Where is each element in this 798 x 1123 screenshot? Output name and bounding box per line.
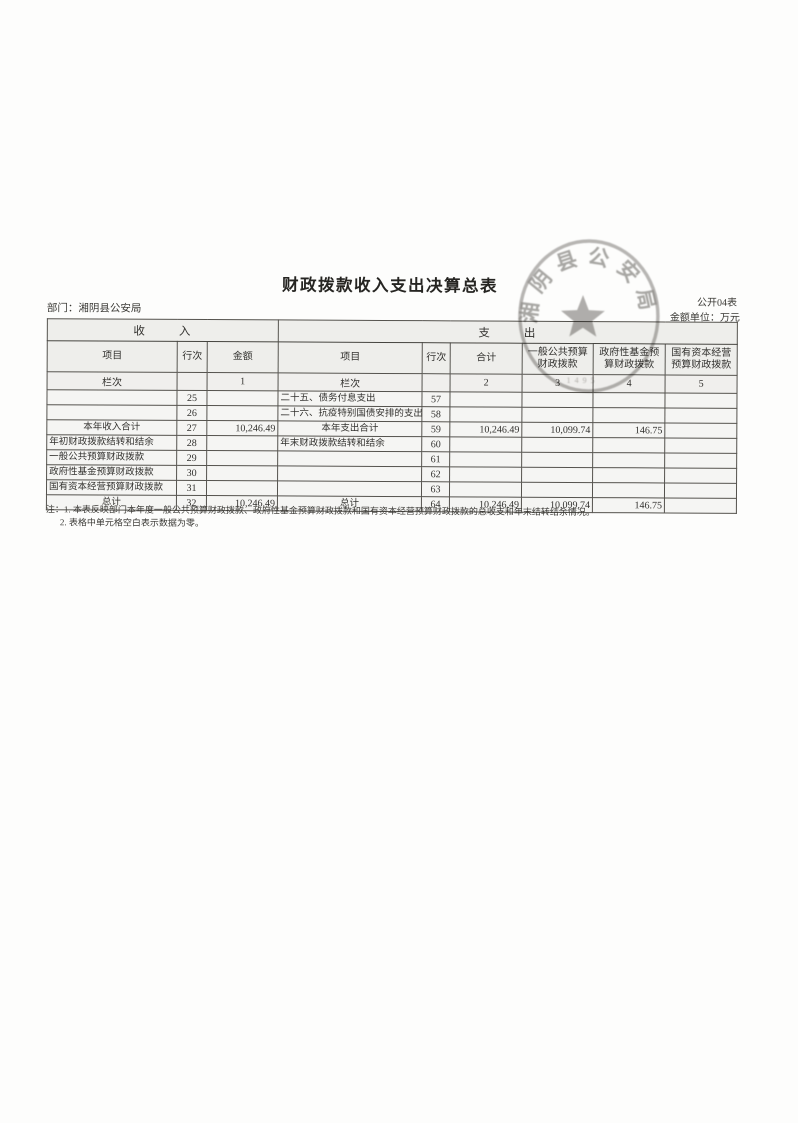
- item-cell: [46, 404, 177, 421]
- line-number-cell: 30: [176, 465, 207, 481]
- line-number-cell: 28: [176, 435, 207, 451]
- lanci-cell: 栏次: [278, 372, 423, 392]
- note-line: 2. 表格中单元格空白表示数据为零。: [59, 517, 204, 529]
- amount-cell: [449, 451, 522, 468]
- item-cell: 年末财政拨款结转和结余: [277, 435, 422, 452]
- page-title: 财政拨款收入支出决算总表: [282, 275, 499, 296]
- line-number-cell: 27: [176, 420, 207, 436]
- lanci-cell: 3: [522, 374, 594, 393]
- table-code-label: 公开04表: [696, 297, 738, 309]
- item-cell: 本年收入合计: [46, 419, 177, 436]
- amount-cell: [206, 450, 278, 466]
- amount-cell: [592, 482, 665, 498]
- lanci-cell: 1: [207, 372, 279, 391]
- amount-cell: [592, 452, 665, 468]
- lanci-cell: 栏次: [47, 371, 178, 391]
- amount-cell: [449, 466, 522, 483]
- amount-cell: [664, 482, 737, 499]
- amount-cell: [592, 467, 665, 483]
- amount-cell: 10,246.49: [206, 420, 278, 436]
- amount-cell: [592, 407, 665, 423]
- line-number-cell: 62: [421, 466, 450, 482]
- lanci-cell: [177, 372, 208, 391]
- amount-cell: [449, 481, 522, 498]
- line-number-cell: 61: [421, 451, 450, 467]
- col-header-state-capital: 国有资本经营 预算财政拨款: [665, 343, 738, 376]
- amount-cell: 146.75: [592, 422, 665, 438]
- item-cell: 国有资本经营预算财政拨款: [46, 479, 177, 496]
- amount-cell: [206, 390, 279, 406]
- item-cell: 二十六、抗疫特别国债安排的支出: [277, 405, 422, 422]
- amount-cell: [664, 467, 737, 484]
- item-cell: 政府性基金预算财政拨款: [46, 464, 177, 481]
- amount-cell: [449, 436, 522, 453]
- department-label: 部门：湘阴县公安局: [46, 303, 142, 315]
- amount-cell: [664, 392, 738, 409]
- item-cell: 一般公共预算财政拨款: [46, 449, 177, 466]
- item-cell: 年初财政拨款结转和结余: [46, 434, 177, 451]
- lanci-cell: 4: [593, 374, 666, 393]
- col-header-total: 合计: [450, 342, 523, 375]
- footnotes: 注：1. 本表反映部门本年度一般公共预算财政拨款、政府性基金预算财政拨款和国有资…: [46, 503, 746, 533]
- item-cell: [277, 465, 422, 482]
- lanci-cell: 5: [665, 374, 738, 394]
- amount-cell: [521, 482, 593, 498]
- amount-cell: [664, 452, 737, 469]
- amount-cell: 10,246.49: [449, 421, 522, 438]
- amount-cell: [206, 435, 278, 451]
- amount-cell: [206, 465, 278, 481]
- amount-cell: [592, 437, 665, 453]
- amount-cell: 10,099.74: [521, 422, 593, 438]
- amount-cell: [521, 437, 593, 453]
- amount-cell: [664, 407, 738, 424]
- lanci-cell: 2: [450, 373, 523, 393]
- amount-cell: [592, 392, 666, 408]
- amount-cell: [206, 405, 278, 421]
- amount-cell: [449, 391, 523, 408]
- item-cell: [277, 450, 422, 467]
- line-number-cell: 31: [176, 480, 207, 496]
- col-header-income-lineno: 行次: [177, 341, 208, 373]
- amount-cell: [449, 406, 522, 423]
- expense-section-header: 支出: [278, 319, 738, 345]
- item-cell: 二十五、债务付息支出: [277, 390, 423, 407]
- line-number-cell: 57: [421, 391, 451, 407]
- item-cell: [277, 480, 422, 497]
- lanci-cell: [422, 373, 451, 392]
- column-header-row: 项目 行次 金额 项目 行次 合计 一般公共预算 财政拨款 政府性基金预 算财政…: [47, 340, 738, 376]
- amount-cell: [521, 392, 594, 408]
- col-header-income-item: 项目: [47, 340, 178, 373]
- table-body: 25 二十五、债务付息支出 57 26 二十六、抗疫特别国债安排的支出 58 本年收入合计 2…: [46, 389, 738, 514]
- amount-cell: [206, 480, 278, 496]
- col-header-expense-item: 项目: [278, 341, 423, 374]
- col-header-income-amount: 金额: [207, 341, 279, 373]
- item-cell: 本年支出合计: [277, 420, 422, 437]
- line-number-cell: 29: [176, 450, 207, 466]
- amount-cell: [664, 422, 737, 439]
- line-number-cell: 59: [421, 421, 450, 437]
- income-section-header: 收入: [47, 318, 279, 342]
- line-number-cell: 58: [421, 406, 450, 422]
- line-number-cell: 60: [421, 436, 450, 452]
- item-cell: [46, 389, 178, 406]
- amount-cell: [521, 407, 593, 423]
- line-number-cell: 25: [176, 390, 208, 406]
- col-header-gov-fund: 政府性基金预 算财政拨款: [593, 343, 666, 375]
- line-number-cell: 26: [176, 405, 207, 421]
- col-header-expense-lineno: 行次: [422, 342, 451, 374]
- fiscal-summary-table: 收入 支出 项目 行次 金额 项目 行次 合计 一般公共预算 财政拨款 政府性基…: [45, 318, 738, 514]
- line-number-cell: 63: [421, 481, 450, 497]
- amount-cell: [521, 452, 593, 468]
- col-header-general-budget: 一般公共预算 财政拨款: [522, 343, 594, 375]
- amount-cell: [664, 437, 737, 454]
- amount-cell: [521, 467, 593, 483]
